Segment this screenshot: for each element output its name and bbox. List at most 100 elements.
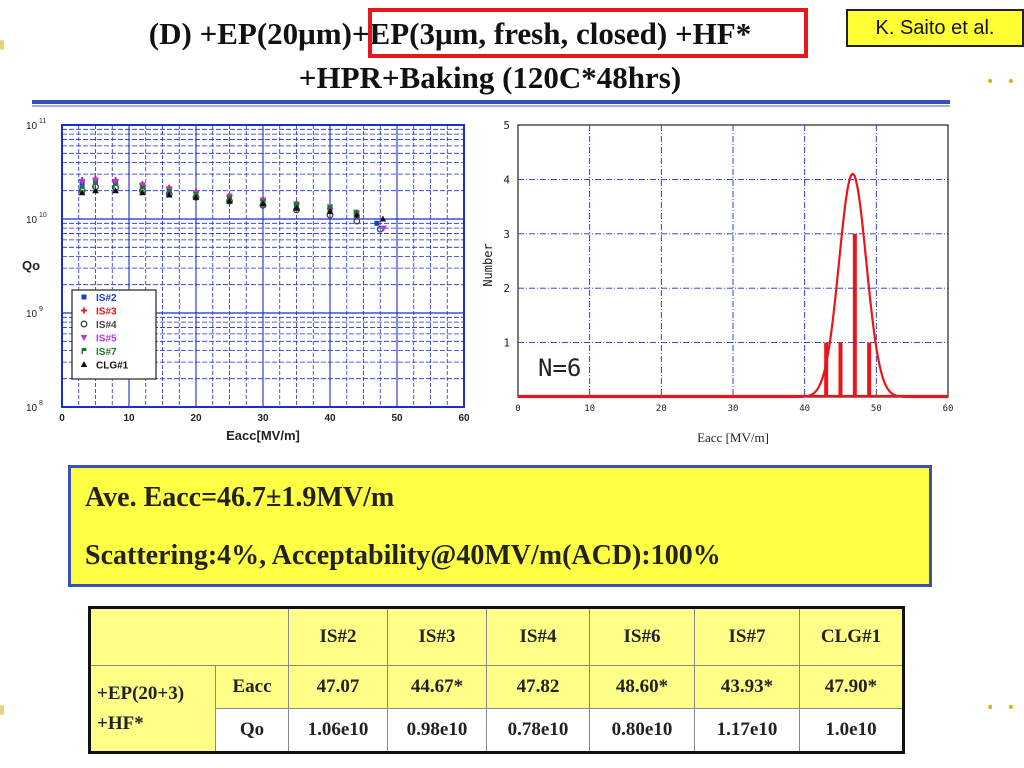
data-point: [353, 209, 359, 216]
data-point: [293, 204, 300, 211]
y-tick-label: 10: [26, 403, 38, 414]
data-point: [139, 185, 145, 192]
title-line-2: +HPR+Baking (120C*48hrs): [298, 60, 682, 95]
table-cell: 44.67*: [387, 665, 487, 709]
data-point: [139, 182, 146, 189]
table-row: +EP(20+3) +HF* Eacc 47.07 44.67* 47.82 4…: [89, 665, 904, 753]
table-cell: 1.06e10: [288, 708, 388, 753]
legend-label: IS#3: [96, 307, 117, 318]
row-label: Eacc: [215, 665, 289, 709]
average-eacc-text: Ave. Eacc=46.7±1.9MV/m: [85, 482, 395, 513]
data-point: [93, 181, 98, 188]
histogram-bar: [867, 342, 872, 397]
table-cell: 47.82: [486, 665, 590, 709]
y-tick-label: 1: [503, 337, 510, 350]
y-axis-label: Qo: [22, 258, 40, 273]
data-point: [379, 215, 387, 222]
y-tick-label: 10: [26, 309, 38, 320]
table-cell: 1.17e10: [694, 708, 800, 753]
group-label-line: +HF*: [97, 712, 144, 734]
legend-marker: [80, 320, 88, 328]
y-tick-label: 10: [26, 121, 38, 132]
y-tick-exponent: 8: [39, 400, 43, 407]
x-tick-label: 30: [728, 404, 739, 414]
table-row: Qo 1.06e10 0.98e10 0.78e10 0.80e10 1.17e…: [90, 708, 904, 753]
column-header: CLG#1: [799, 607, 904, 666]
histogram-bar: [824, 342, 829, 397]
eacc-histogram-chart: 0 10 20 30 40 50 60 1 2 3 4 5 Number Eacc [MV/m] N=…: [481, 119, 954, 445]
decoration-mark: [0, 705, 4, 715]
data-point: [374, 220, 380, 226]
column-header: IS#6: [589, 607, 695, 666]
legend: IS#2 IS#3 IS#4 IS#5 IS#7 CLG#1: [71, 289, 157, 380]
x-tick-label: 60: [458, 413, 470, 424]
x-tick-label: 10: [584, 404, 595, 414]
legend-label: IS#2: [96, 293, 117, 304]
legend-label: CLG#1: [96, 361, 129, 372]
results-table: IS#2 IS#3 IS#4 IS#6 IS#7 CLG#1 +EP(20+3)…: [88, 606, 905, 754]
highlight-box: [368, 8, 808, 58]
legend-marker: [81, 348, 87, 354]
legend-marker: [80, 361, 88, 367]
legend-label: IS#7: [96, 347, 117, 358]
column-header: IS#3: [387, 607, 487, 666]
decoration-dots: • •: [986, 74, 1019, 90]
data-point: [192, 193, 200, 200]
sample-count-label: N=6: [538, 354, 581, 382]
header-rule-shadow: [32, 105, 950, 107]
y-tick-label: 10: [26, 215, 38, 226]
data-point: [92, 177, 99, 184]
table-cell: 48.60*: [589, 665, 695, 709]
table-cell: 0.78e10: [486, 708, 590, 753]
data-point: [259, 200, 267, 207]
header-rule: [32, 100, 950, 104]
data-point: [380, 225, 387, 232]
column-header: IS#2: [288, 607, 388, 666]
table-cell: 0.80e10: [589, 708, 695, 753]
table-cell: 47.90*: [799, 665, 904, 709]
table-cell: 1.0e10: [799, 708, 904, 753]
y-tick-exponent: 9: [39, 306, 43, 313]
legend-marker: [80, 335, 88, 341]
y-tick-label: 4: [503, 173, 510, 186]
data-point: [112, 179, 119, 186]
x-axis-label: Eacc [MV/m]: [697, 430, 769, 445]
y-tick-label: 2: [503, 282, 510, 295]
data-point: [92, 187, 99, 194]
table-corner-cell: [89, 607, 289, 666]
x-tick-label: 40: [324, 413, 336, 424]
table-cell: 0.98e10: [387, 708, 487, 753]
data-point: [353, 211, 361, 218]
y-tick-label: 5: [503, 119, 510, 132]
table-header-row: IS#2 IS#3 IS#4 IS#6 IS#7 CLG#1: [89, 607, 904, 666]
row-label: Qo: [215, 708, 289, 753]
legend-box: [71, 289, 157, 380]
histogram-bar: [852, 233, 857, 397]
histogram-bar: [838, 342, 843, 397]
scattering-text: Scattering:4%, Acceptability@40MV/m(ACD)…: [85, 540, 721, 571]
x-axis-label: Eacc[MV/m]: [226, 428, 300, 443]
data-point: [139, 189, 146, 196]
decoration-dots: • •: [986, 700, 1019, 716]
data-point: [78, 179, 86, 186]
data-point: [112, 187, 119, 194]
x-tick-label: 40: [799, 404, 810, 414]
y-axis-label: Number: [481, 243, 495, 286]
column-header: IS#4: [486, 607, 590, 666]
group-label-cell: +EP(20+3) +HF*: [89, 665, 216, 753]
data-point: [78, 189, 86, 196]
column-header: IS#7: [694, 607, 800, 666]
table-cell: 47.07: [288, 665, 388, 709]
decoration-mark: [0, 40, 4, 50]
data-point: [326, 208, 334, 215]
data-point: [166, 188, 172, 195]
x-tick-label: 30: [257, 413, 269, 424]
group-label-line: +EP(20+3): [97, 682, 185, 704]
x-tick-label: 0: [515, 404, 520, 414]
x-tick-label: 50: [871, 404, 882, 414]
x-tick-label: 20: [656, 404, 667, 414]
x-tick-label: 60: [943, 404, 954, 414]
legend-marker: [81, 307, 87, 314]
legend-label: IS#5: [96, 334, 117, 345]
